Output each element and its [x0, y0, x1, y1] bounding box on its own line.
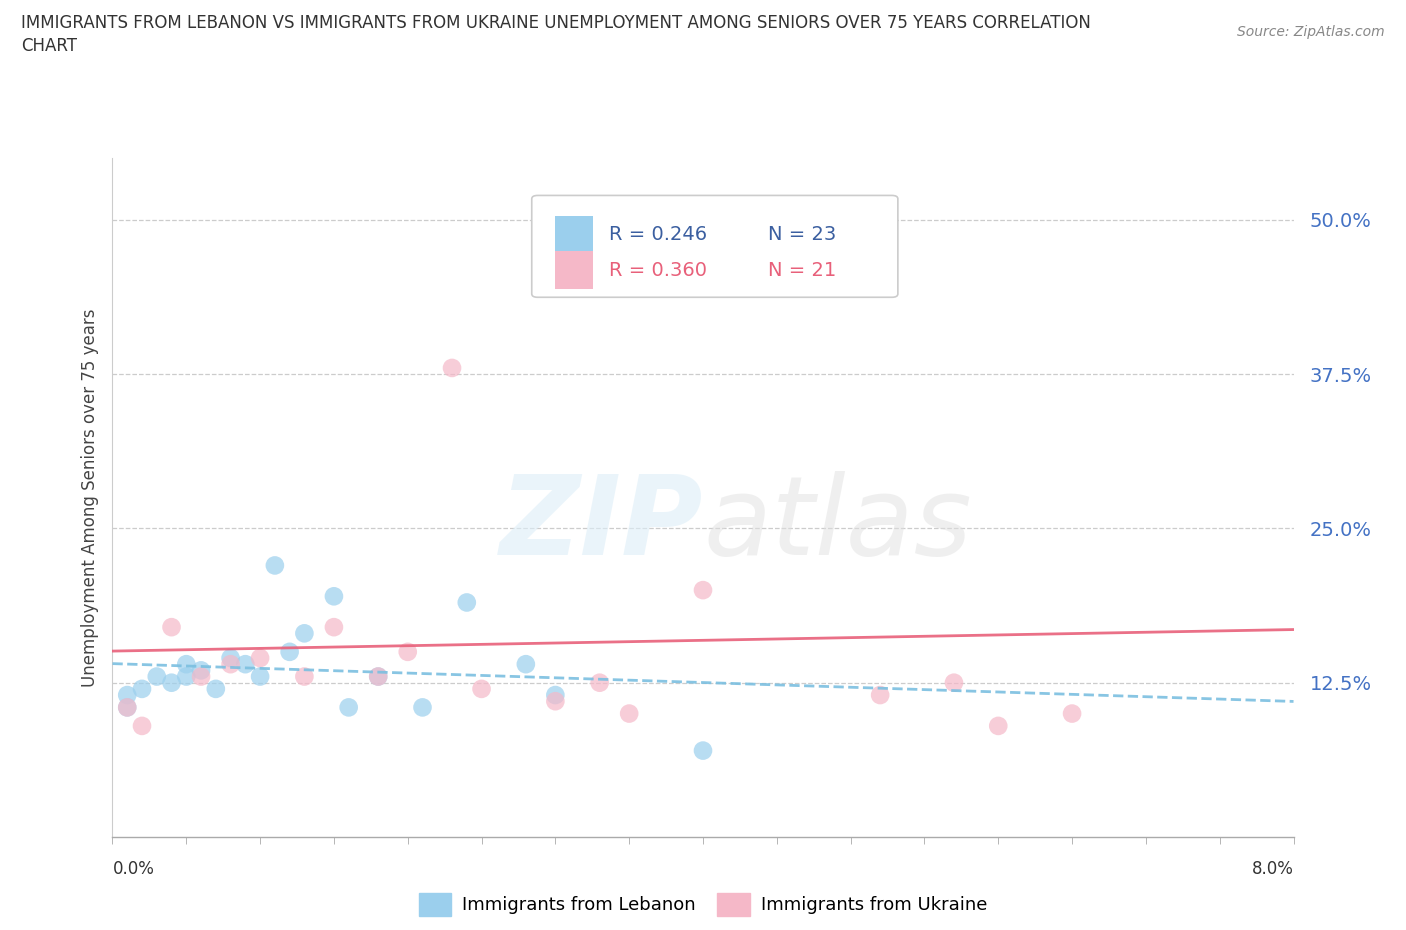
Point	[396, 644, 419, 659]
Text: atlas: atlas	[703, 472, 972, 578]
Point	[737, 261, 759, 276]
Point	[219, 651, 242, 666]
Point	[471, 682, 494, 697]
Point	[412, 700, 434, 715]
FancyBboxPatch shape	[531, 195, 898, 298]
Point	[174, 657, 197, 671]
Bar	[555, 251, 593, 289]
Text: 0.0%: 0.0%	[112, 860, 155, 878]
Point	[249, 651, 271, 666]
Point	[219, 657, 242, 671]
Text: CHART: CHART	[21, 37, 77, 55]
Point	[264, 558, 287, 573]
Point	[942, 675, 965, 690]
Bar	[555, 217, 593, 254]
Point	[131, 719, 153, 734]
Point	[292, 669, 315, 684]
Point	[146, 669, 169, 684]
Point	[1062, 706, 1084, 721]
Point	[292, 626, 315, 641]
Point	[456, 595, 478, 610]
Point	[367, 669, 389, 684]
Point	[160, 619, 183, 634]
Point	[160, 675, 183, 690]
Point	[692, 583, 714, 598]
Point	[233, 657, 256, 671]
Text: IMMIGRANTS FROM LEBANON VS IMMIGRANTS FROM UKRAINE UNEMPLOYMENT AMONG SENIORS OV: IMMIGRANTS FROM LEBANON VS IMMIGRANTS FR…	[21, 14, 1091, 32]
Text: ZIP: ZIP	[499, 472, 703, 578]
Text: R = 0.246: R = 0.246	[609, 225, 707, 245]
Point	[323, 619, 346, 634]
Point	[323, 589, 346, 604]
Point	[337, 700, 360, 715]
Point	[515, 657, 537, 671]
Point	[588, 675, 610, 690]
Text: Source: ZipAtlas.com: Source: ZipAtlas.com	[1237, 25, 1385, 39]
Text: N = 23: N = 23	[768, 225, 837, 245]
Point	[278, 644, 301, 659]
Point	[117, 700, 138, 715]
Point	[692, 743, 714, 758]
Text: N = 21: N = 21	[768, 260, 837, 280]
Point	[619, 706, 641, 721]
Point	[987, 719, 1010, 734]
Point	[544, 687, 567, 702]
Point	[249, 669, 271, 684]
Legend: Immigrants from Lebanon, Immigrants from Ukraine: Immigrants from Lebanon, Immigrants from…	[412, 885, 994, 923]
Point	[544, 694, 567, 709]
Point	[869, 687, 891, 702]
Point	[190, 669, 212, 684]
Point	[117, 687, 138, 702]
Point	[131, 682, 153, 697]
Point	[367, 669, 389, 684]
Point	[441, 361, 464, 376]
Point	[174, 669, 197, 684]
Text: R = 0.360: R = 0.360	[609, 260, 707, 280]
Point	[190, 663, 212, 678]
Point	[117, 700, 138, 715]
Text: 8.0%: 8.0%	[1251, 860, 1294, 878]
Y-axis label: Unemployment Among Seniors over 75 years: Unemployment Among Seniors over 75 years	[80, 309, 98, 686]
Point	[205, 682, 228, 697]
